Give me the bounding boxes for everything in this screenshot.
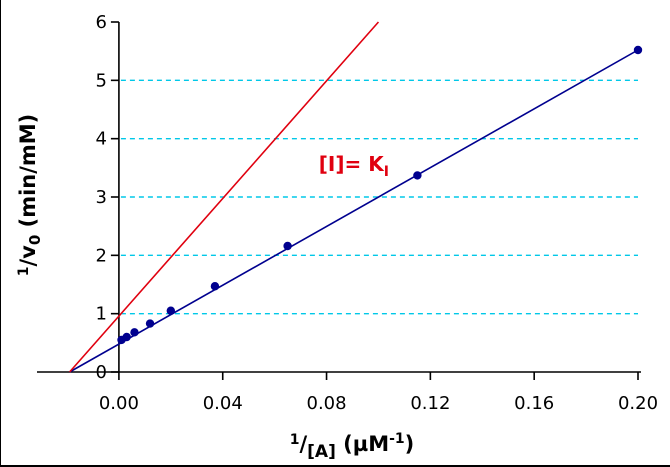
series-2-line — [68, 21, 380, 373]
x-tick-label-0.20: 0.20 — [618, 393, 658, 414]
axes: 0 1 2 3 4 5 6 0.00 0.04 0.08 0.12 0.16 0.20 — [37, 12, 658, 414]
y-axis-title-main: /v — [16, 245, 40, 267]
x-tick-label-0.00: 0.00 — [99, 393, 139, 414]
series — [68, 21, 643, 373]
y-axis-title-units: (min/mM) — [16, 114, 40, 235]
x-axis-title-prefix: 1 — [290, 432, 300, 448]
series-1-point-5 — [166, 306, 176, 315]
series-1-point-7 — [283, 241, 292, 251]
annotation-1-main: [I]= K — [319, 152, 385, 176]
x-tick-label-0.04: 0.04 — [203, 393, 243, 414]
y-tick-label-4: 4 — [95, 129, 106, 150]
x-tick-label-0.16: 0.16 — [514, 393, 554, 414]
x-tick-label-0.08: 0.08 — [307, 393, 347, 414]
x-axis-title-units-close: ) — [405, 432, 415, 456]
y-axis-title: 1/v0 (min/mM) — [16, 114, 44, 277]
y-tick-label-0: 0 — [95, 362, 106, 383]
y-tick-label-1: 1 — [95, 304, 106, 325]
y-tick-label-3: 3 — [95, 187, 106, 208]
series-1-point-4 — [145, 319, 155, 328]
annotation-1: [I]= KI — [319, 152, 389, 180]
x-axis-title-units-sup: -1 — [389, 431, 405, 447]
annotations: [I]= KI — [319, 152, 389, 180]
series-1-point-3 — [130, 328, 139, 337]
x-axis-title-sub: [A] — [307, 442, 336, 462]
y-tick-label-6: 6 — [95, 12, 106, 33]
series-1-point-8 — [413, 171, 422, 180]
series-1-point-9 — [633, 45, 643, 55]
annotation-1-sub: I — [384, 164, 389, 180]
x-tick-label-0.12: 0.12 — [410, 393, 450, 414]
y-tick-label-5: 5 — [95, 70, 106, 91]
y-axis-title-sub: 0 — [26, 235, 44, 245]
x-axis-title-units: (µM — [336, 432, 389, 456]
series-1-point-2 — [122, 332, 131, 342]
x-axis-title: 1/[A] (µM-1) — [290, 431, 415, 462]
series-1-line — [69, 49, 639, 373]
y-axis-title-prefix: 1 — [16, 267, 32, 277]
y-tick-label-2: 2 — [95, 245, 106, 266]
series-1-point-6 — [210, 282, 220, 291]
x-axis-title-main: / — [299, 432, 307, 456]
